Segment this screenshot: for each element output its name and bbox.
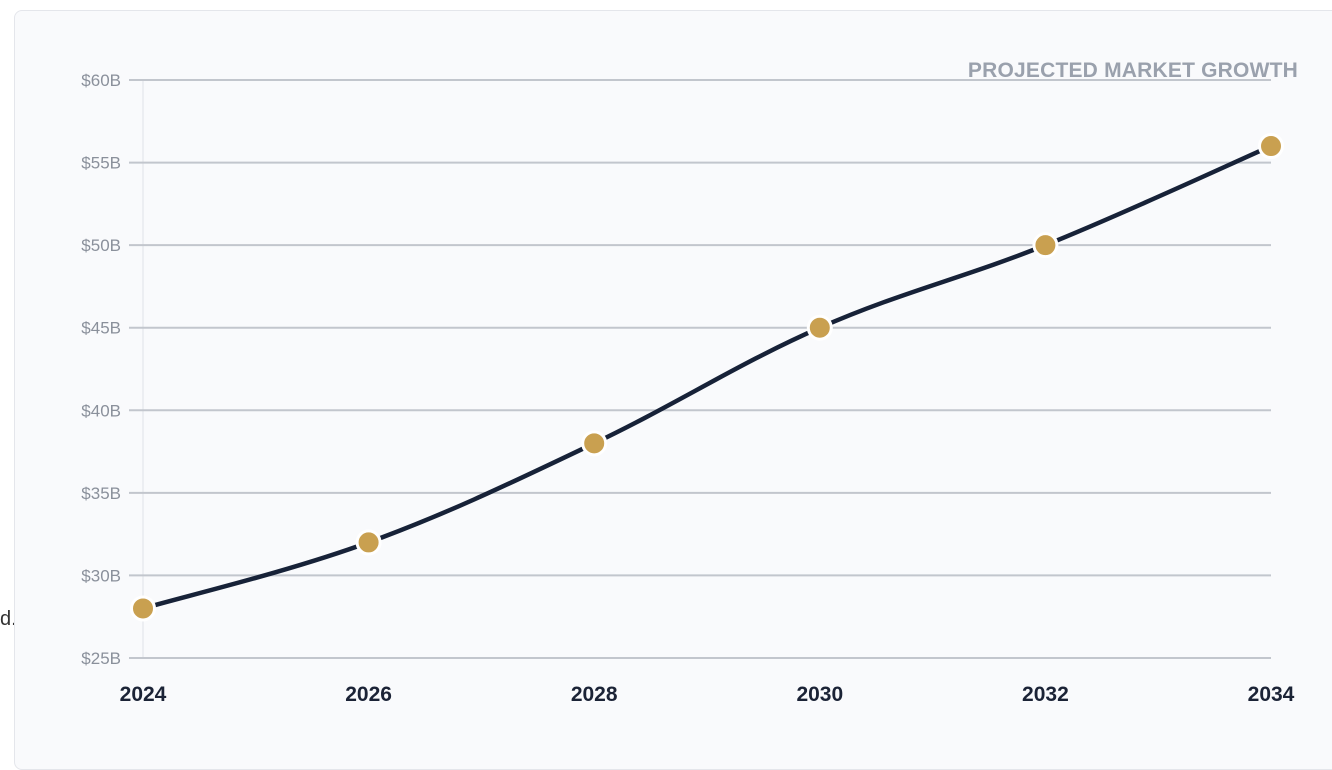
x-tick-label: 2030 bbox=[796, 683, 843, 706]
x-tick-label: 2024 bbox=[120, 683, 167, 706]
x-axis-ticks: 2024 2026 2028 2030 2032 2034 bbox=[120, 683, 1295, 706]
line-chart: $25B$30B$35B$40B$45B$50B$55B$60B 2024 202… bbox=[81, 71, 1295, 706]
y-tick-label: $25B bbox=[81, 649, 121, 668]
x-tick-label: 2034 bbox=[1248, 683, 1295, 706]
data-point[interactable] bbox=[1032, 232, 1059, 259]
y-tick-label: $50B bbox=[81, 236, 121, 255]
grid-layer bbox=[129, 79, 1271, 659]
y-tick-label: $60B bbox=[81, 71, 121, 90]
data-point[interactable] bbox=[806, 314, 833, 341]
data-point[interactable] bbox=[581, 430, 608, 457]
data-point[interactable] bbox=[1258, 133, 1284, 160]
x-tick-label: 2032 bbox=[1022, 683, 1069, 706]
x-tick-label: 2028 bbox=[571, 683, 618, 706]
chart-title: PROJECTED MARKET GROWTH bbox=[967, 59, 1298, 82]
y-tick-label: $40B bbox=[81, 401, 121, 420]
y-axis-ticks: $25B $30B $35B $40B $45B $50B $55B $60B bbox=[81, 71, 121, 668]
data-point[interactable] bbox=[130, 595, 156, 622]
data-point[interactable] bbox=[355, 529, 382, 556]
marker-layer bbox=[130, 133, 1284, 622]
series-line bbox=[140, 143, 1274, 611]
y-tick-label: $55B bbox=[81, 154, 121, 173]
x-tick-label: 2026 bbox=[345, 683, 392, 706]
y-tick-label: $45B bbox=[81, 319, 121, 338]
y-tick-label: $30B bbox=[81, 566, 121, 585]
series-layer bbox=[140, 143, 1274, 611]
stray-text-fragment: d. bbox=[0, 608, 17, 630]
y-tick-label: $35B bbox=[81, 484, 121, 503]
